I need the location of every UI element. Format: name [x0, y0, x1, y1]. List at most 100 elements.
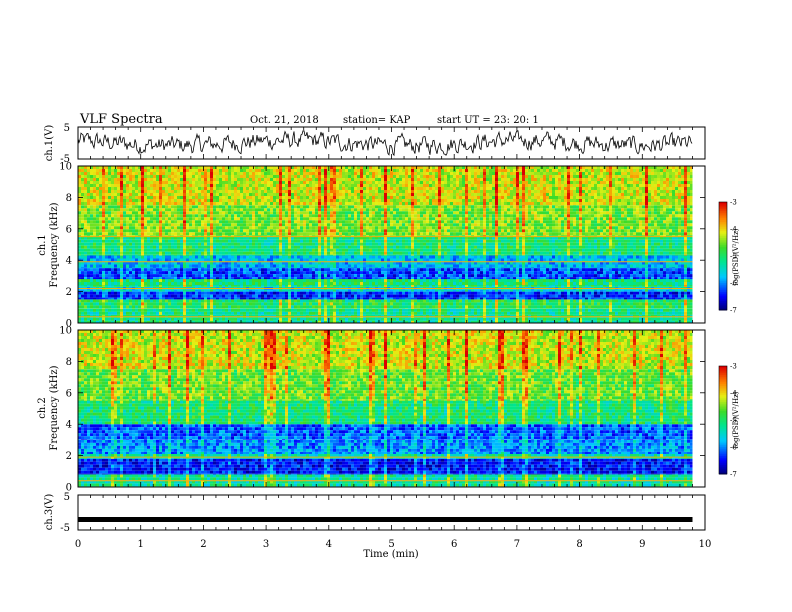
spectrogram-cell	[222, 298, 225, 300]
spectrogram-cell	[81, 299, 84, 302]
spectrogram-cell	[537, 268, 540, 271]
spectrogram-cell	[351, 274, 354, 277]
spectrogram-cell	[177, 259, 180, 262]
spectrogram-cell	[201, 285, 204, 287]
spectrogram-cell	[477, 292, 480, 295]
spectrogram-cell	[435, 282, 438, 285]
spectrogram-cell	[204, 292, 207, 295]
spectrogram-cell	[684, 256, 687, 259]
spectrogram-cell	[237, 285, 240, 287]
spectrogram-cell	[81, 309, 84, 312]
spectrogram-cell	[672, 268, 675, 271]
spectrogram-cell	[684, 268, 687, 271]
spectrogram-cell	[198, 292, 201, 295]
spectrogram-cell	[408, 271, 411, 274]
spectrogram-cell	[396, 279, 399, 282]
spectrogram-cell	[111, 282, 114, 285]
spectrogram-cell	[624, 256, 627, 259]
spectrogram-cell	[462, 298, 465, 300]
spectrogram-cell	[360, 282, 363, 285]
spectrogram-cell	[87, 312, 90, 315]
spectrogram-cell	[513, 274, 516, 277]
spectrogram-cell	[90, 312, 93, 315]
spectrogram-cell	[282, 259, 285, 262]
spectrogram-cell	[186, 309, 189, 312]
spectrogram-cell	[183, 295, 186, 298]
spectrogram-cell	[204, 290, 207, 292]
spectrogram-cell	[240, 305, 243, 308]
spectrogram-cell	[486, 312, 489, 315]
spectrogram-cell	[678, 277, 681, 279]
spectrogram-cell	[267, 302, 270, 305]
spectrogram-cell	[558, 279, 561, 282]
spectrogram-cell	[336, 312, 339, 315]
spectrogram-cell	[447, 312, 450, 315]
spectrogram-cell	[609, 279, 612, 282]
spectrogram-cell	[381, 302, 384, 305]
spectrogram-cell	[483, 259, 486, 262]
spectrogram-cell	[474, 282, 477, 285]
spectrogram-cell	[525, 279, 528, 282]
spectrogram-cell	[294, 268, 297, 271]
spectrogram-cell	[459, 259, 462, 262]
spectrogram-cell	[321, 298, 324, 300]
spectrogram-cell	[522, 285, 525, 287]
spectrogram-cell	[468, 305, 471, 308]
spectrogram-cell	[609, 271, 612, 274]
spectrogram-cell	[228, 277, 231, 279]
spectrogram-cell	[672, 290, 675, 292]
spectrogram-cell	[552, 302, 555, 305]
spectrogram-cell	[150, 279, 153, 282]
spectrogram-cell	[666, 299, 669, 302]
spectrogram-cell	[675, 259, 678, 262]
spectrogram-cell	[588, 268, 591, 271]
spectrogram-cell	[633, 277, 636, 279]
spectrogram-cell	[588, 295, 591, 298]
spectrogram-cell	[255, 318, 258, 321]
spectrogram-cell	[231, 295, 234, 298]
spectrogram-cell	[507, 312, 510, 315]
spectrogram-cell	[576, 299, 579, 302]
spectrogram-cell	[84, 271, 87, 274]
spectrogram-cell	[399, 271, 402, 274]
spectrogram-cell	[420, 295, 423, 298]
spectrogram-cell	[189, 274, 192, 277]
spectrogram-cell	[375, 290, 378, 292]
spectrogram-cell	[447, 274, 450, 277]
spectrogram-cell	[561, 277, 564, 279]
spectrogram-cell	[345, 277, 348, 279]
spectrogram-cell	[264, 277, 267, 279]
spectrogram-cell	[468, 295, 471, 298]
spectrogram-cell	[207, 274, 210, 277]
spectrogram-cell	[669, 299, 672, 302]
spectrogram-cell	[240, 295, 243, 298]
spectrogram-cell	[285, 312, 288, 315]
spectrogram-cell	[120, 295, 123, 298]
spectrogram-cell	[306, 305, 309, 308]
spectrogram-cell	[636, 302, 639, 305]
spectrogram-cell	[300, 271, 303, 274]
spectrogram-cell	[618, 285, 621, 287]
spectrogram-cell	[633, 305, 636, 308]
spectrogram-cell	[543, 290, 546, 292]
spectrogram-cell	[264, 318, 267, 321]
spectrogram-cell	[429, 302, 432, 305]
spectrogram-cell	[369, 277, 372, 279]
spectrogram-cell	[156, 256, 159, 259]
spectrogram-cell	[510, 312, 513, 315]
spectrogram-cell	[432, 318, 435, 321]
spectrogram-cell	[459, 298, 462, 300]
spectrogram-cell	[534, 312, 537, 315]
spectrogram-cell	[249, 282, 252, 285]
spectrogram-cell	[423, 318, 426, 321]
spectrogram-cell	[522, 282, 525, 285]
spectrogram-cell	[114, 282, 117, 285]
spectrogram-cell	[531, 309, 534, 312]
spectrogram-cell	[198, 318, 201, 321]
spectrogram-cell	[651, 302, 654, 305]
spectrogram-cell	[456, 299, 459, 302]
spectrogram-cell	[456, 290, 459, 292]
spectrogram-cell	[315, 271, 318, 274]
spectrogram-cell	[180, 282, 183, 285]
spectrogram-cell	[618, 318, 621, 321]
